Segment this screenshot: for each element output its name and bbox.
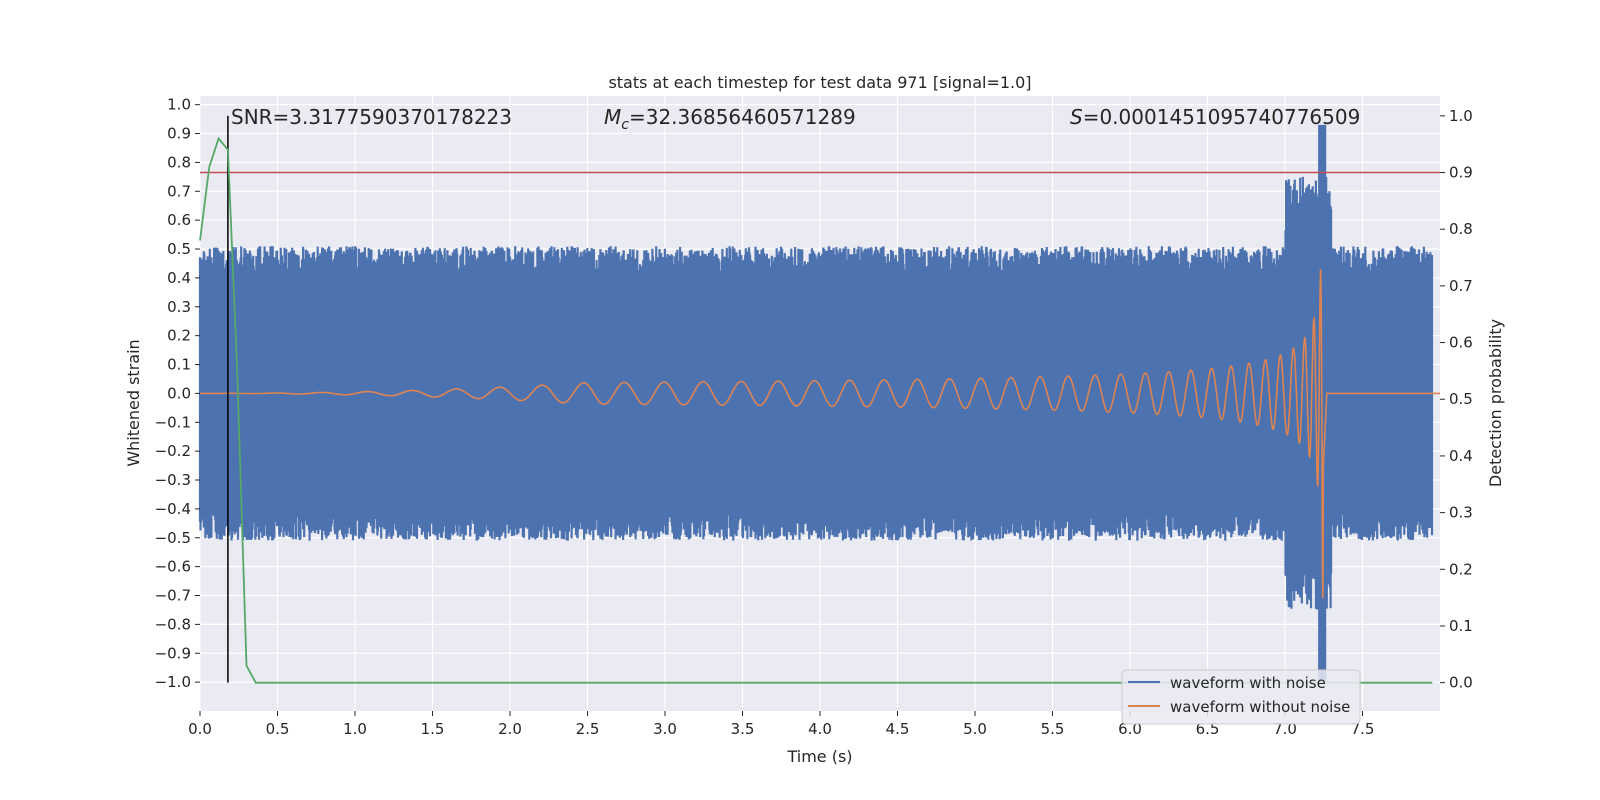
x-tick-label: 2.5 bbox=[576, 720, 600, 738]
mc-value: =32.36856460571289 bbox=[629, 105, 856, 129]
x-tick-label: 7.5 bbox=[1351, 720, 1375, 738]
y-left-tick-label: −0.8 bbox=[155, 615, 191, 633]
x-tick-label: 3.5 bbox=[731, 720, 755, 738]
y-left-tick-label: −0.9 bbox=[155, 644, 191, 662]
overlay-lines bbox=[200, 115, 1440, 683]
y-axis-left-ticks: 1.0 0.9 0.8 0.7 0.6 0.5 0.4 0.3 0.2 0.1 0.0 −0.1 −0.… bbox=[155, 96, 200, 691]
clean-waveform bbox=[200, 269, 1440, 599]
y-axis-left-label: Whitened strain bbox=[124, 339, 143, 466]
y-left-tick-label: −0.4 bbox=[155, 500, 191, 518]
legend-label-noise: waveform with noise bbox=[1170, 674, 1326, 692]
y-left-tick-label: 0.3 bbox=[167, 298, 191, 316]
x-tick-label: 0.5 bbox=[266, 720, 290, 738]
y-right-tick-label: 0.8 bbox=[1449, 220, 1473, 238]
y-right-tick-label: 0.4 bbox=[1449, 447, 1473, 465]
legend-label-clean: waveform without noise bbox=[1170, 698, 1350, 716]
y-axis-right-ticks: 1.0 0.9 0.8 0.7 0.6 0.5 0.4 0.3 0.2 0.1 0.0 bbox=[1440, 107, 1473, 692]
y-left-tick-label: 0.5 bbox=[167, 240, 191, 258]
s-symbol: S bbox=[1070, 105, 1083, 129]
y-left-tick-label: 0.4 bbox=[167, 269, 191, 287]
y-left-tick-label: 0.1 bbox=[167, 356, 191, 374]
y-right-tick-label: 0.2 bbox=[1449, 560, 1473, 578]
y-left-tick-label: 0.9 bbox=[167, 125, 191, 143]
x-tick-label: 5.0 bbox=[963, 720, 987, 738]
x-tick-label: 3.0 bbox=[653, 720, 677, 738]
series-detection-probability bbox=[199, 136, 1433, 684]
mc-subscript: c bbox=[621, 117, 629, 133]
x-tick-label: 2.0 bbox=[498, 720, 522, 738]
y-right-tick-label: 0.1 bbox=[1449, 617, 1473, 635]
y-left-tick-label: −0.7 bbox=[155, 587, 191, 605]
y-left-tick-label: 0.6 bbox=[167, 211, 191, 229]
x-tick-label: 4.5 bbox=[886, 720, 910, 738]
y-left-tick-label: −0.6 bbox=[155, 558, 191, 576]
y-right-tick-label: 0.3 bbox=[1449, 504, 1473, 522]
chart-title: stats at each timestep for test data 971… bbox=[608, 73, 1031, 92]
x-tick-label: 1.0 bbox=[343, 720, 367, 738]
y-right-tick-label: 1.0 bbox=[1449, 107, 1473, 125]
x-tick-label: 5.5 bbox=[1041, 720, 1065, 738]
x-tick-label: 0.0 bbox=[188, 720, 212, 738]
mc-symbol: M bbox=[604, 105, 621, 129]
y-right-tick-label: 0.7 bbox=[1449, 277, 1473, 295]
y-left-tick-label: 0.7 bbox=[167, 182, 191, 200]
y-axis-right-label: Detection probability bbox=[1486, 319, 1505, 487]
x-axis-label: Time (s) bbox=[786, 747, 852, 766]
y-left-tick-label: −0.2 bbox=[155, 442, 191, 460]
mc-annotation: Mc=32.36856460571289 bbox=[604, 105, 856, 133]
legend-box bbox=[1121, 669, 1361, 725]
s-annotation: S=0.0001451095740776509 bbox=[1070, 105, 1360, 129]
probability-line bbox=[199, 136, 1433, 684]
x-tick-label: 1.5 bbox=[421, 720, 445, 738]
y-left-tick-label: −0.5 bbox=[155, 529, 191, 547]
x-tick-label: 4.0 bbox=[808, 720, 832, 738]
y-left-tick-label: 0.2 bbox=[167, 327, 191, 345]
y-left-tick-label: 1.0 bbox=[167, 96, 191, 114]
series-waveform-without-noise bbox=[200, 269, 1440, 599]
y-left-tick-label: −1.0 bbox=[155, 673, 191, 691]
y-left-tick-label: 0.0 bbox=[167, 384, 191, 402]
y-left-tick-label: −0.3 bbox=[155, 471, 191, 489]
y-left-tick-label: 0.8 bbox=[167, 153, 191, 171]
y-right-tick-label: 0.0 bbox=[1449, 674, 1473, 692]
y-right-tick-label: 0.5 bbox=[1449, 390, 1473, 408]
y-right-tick-label: 0.9 bbox=[1449, 164, 1473, 182]
s-value: =0.0001451095740776509 bbox=[1083, 105, 1361, 129]
legend: waveform with noise waveform without noi… bbox=[1121, 669, 1361, 725]
y-right-tick-label: 0.6 bbox=[1449, 334, 1473, 352]
y-left-tick-label: −0.1 bbox=[155, 413, 191, 431]
snr-annotation: SNR=3.3177590370178223 bbox=[231, 105, 512, 129]
